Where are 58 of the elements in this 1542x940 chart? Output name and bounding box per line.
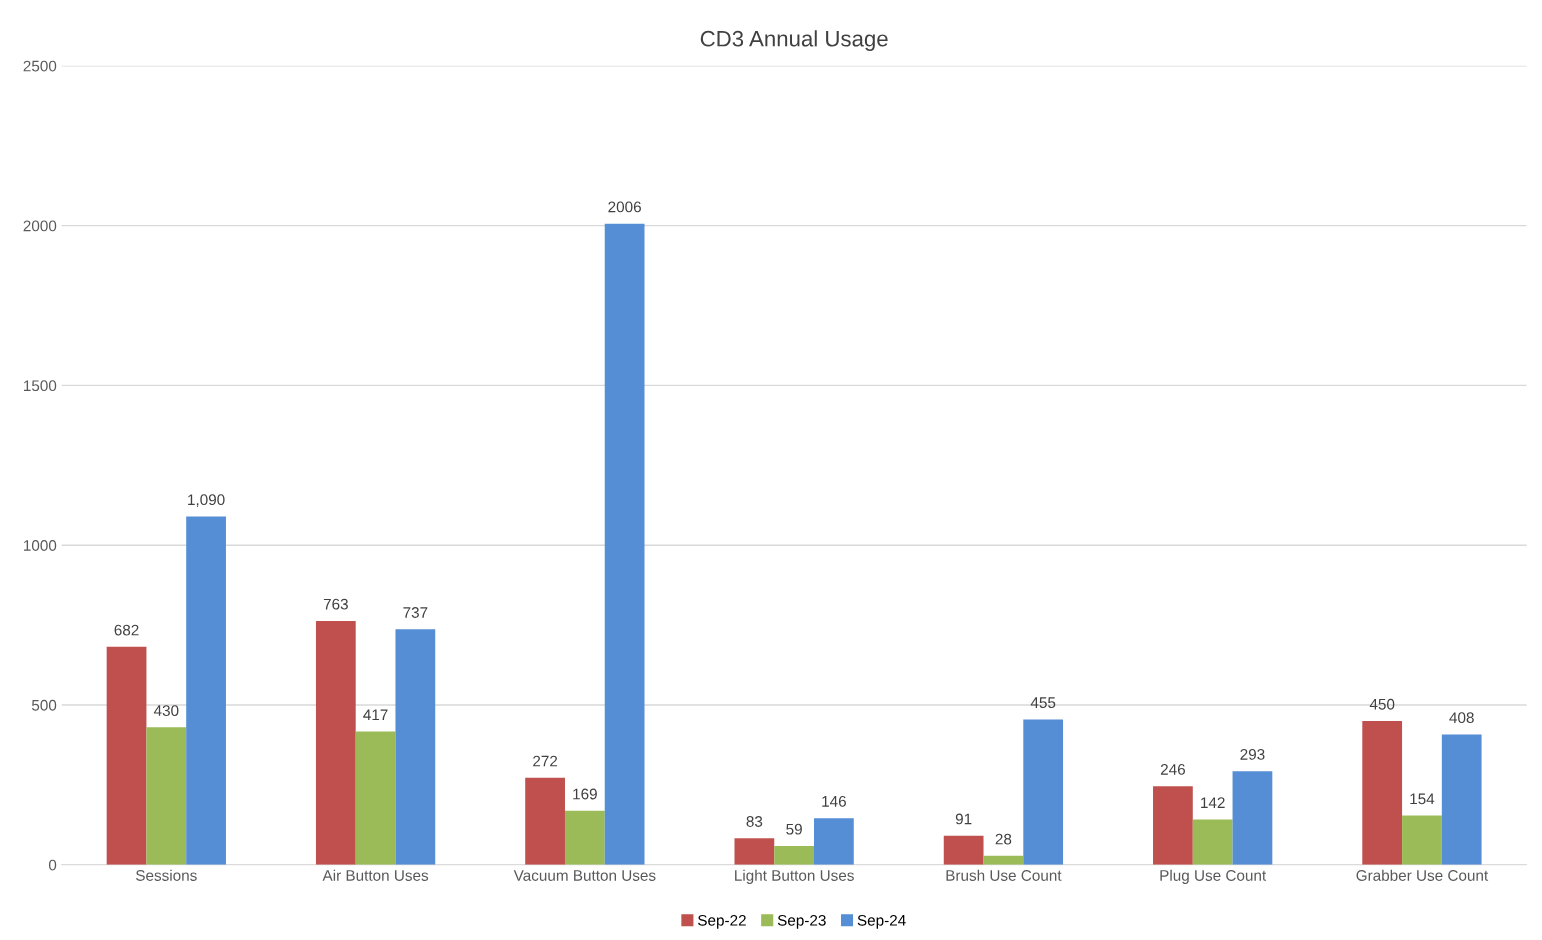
bar (106, 646, 147, 865)
bar (525, 777, 565, 865)
data-label: 146 (822, 795, 846, 807)
legend-label: Sep-22 (698, 914, 746, 929)
x-tick-label: Grabber Use Count (1356, 869, 1489, 881)
bar (355, 731, 396, 865)
bar (774, 845, 815, 865)
data-label: 430 (153, 705, 179, 717)
legend-label: Sep-24 (857, 914, 906, 929)
bar (1023, 719, 1064, 865)
legend-label: Sep-23 (777, 914, 826, 929)
bar (186, 516, 226, 865)
x-tick-label: Brush Use Count (946, 869, 1062, 881)
data-label: 763 (323, 598, 348, 610)
bar (315, 620, 356, 865)
chart-title: CD3 Annual Usage (700, 30, 888, 51)
y-tick-label: 1500 (24, 380, 57, 392)
x-tick-label: Plug Use Count (1160, 869, 1267, 884)
data-label: 272 (533, 755, 558, 767)
x-tick-label: Air Button Uses (322, 869, 429, 881)
x-tick-label: Sessions (136, 869, 197, 881)
bar (1441, 734, 1482, 865)
bar (564, 810, 605, 865)
bar (1402, 815, 1442, 865)
data-label: 450 (1369, 698, 1395, 710)
bar (146, 727, 187, 865)
data-label: 142 (1201, 797, 1225, 808)
y-tick-label: 2000 (23, 220, 57, 232)
data-label: 246 (1160, 764, 1185, 775)
x-tick-label: Light Button Uses (735, 869, 854, 884)
data-label: 737 (403, 607, 428, 618)
y-tick-label: 1000 (24, 540, 57, 551)
y-tick-label: 0 (48, 859, 57, 871)
data-label: 154 (1410, 793, 1435, 805)
data-label: 293 (1240, 748, 1265, 760)
bar (814, 818, 854, 865)
y-tick-label: 500 (31, 699, 57, 711)
data-label: 91 (955, 813, 972, 825)
bar (1362, 720, 1403, 865)
data-label: 682 (114, 624, 139, 636)
bar (734, 838, 775, 865)
bar (1153, 786, 1193, 865)
data-label: 59 (786, 823, 802, 835)
y-tick-label: 2500 (23, 60, 57, 72)
data-label: 169 (573, 788, 597, 800)
bar (1192, 819, 1233, 865)
data-label: 417 (363, 709, 388, 721)
data-label: 408 (1449, 712, 1474, 724)
bar (1232, 771, 1273, 865)
data-label: 83 (746, 816, 763, 827)
data-label: 2006 (608, 201, 641, 213)
data-label: 455 (1030, 697, 1056, 709)
data-label: 28 (995, 833, 1012, 845)
bar (604, 223, 645, 865)
bar (395, 629, 436, 865)
bar (943, 835, 984, 865)
x-tick-label: Vacuum Button Uses (513, 870, 656, 881)
data-label: 1,090 (188, 494, 225, 507)
